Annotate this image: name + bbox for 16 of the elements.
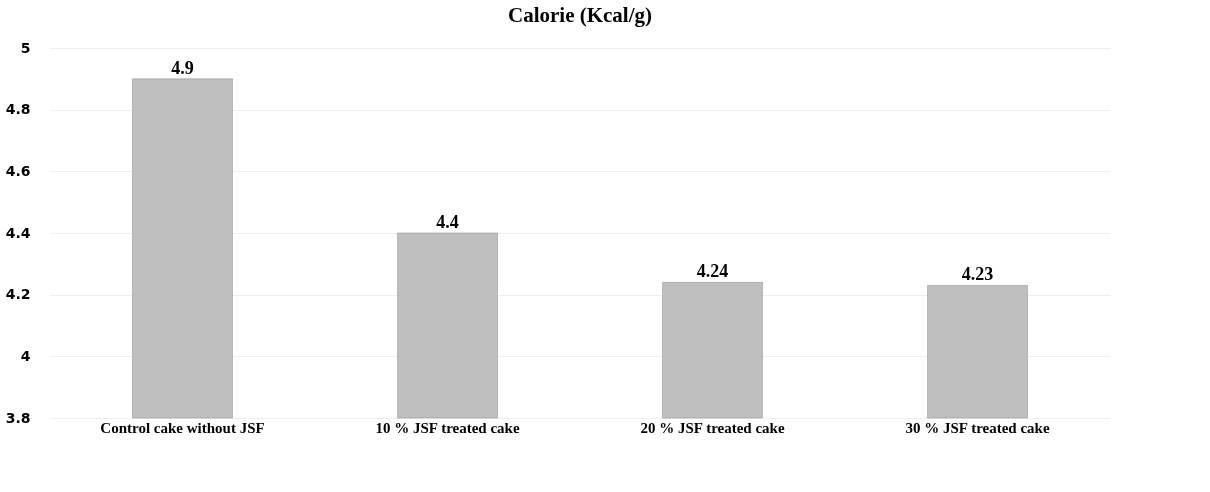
y-tick-label: 4 (20, 347, 31, 364)
y-tick-label: 4.8 (5, 101, 31, 118)
x-tick-label: 10 % JSF treated cake (375, 419, 520, 436)
y-tick-label: 4.4 (5, 224, 31, 241)
data-label: 4.4 (436, 212, 459, 232)
data-label: 4.23 (961, 264, 994, 285)
y-tick-label: 5 (20, 39, 31, 56)
x-tick-label: 20 % JSF treated cake (640, 419, 785, 436)
x-tick-label: 30 % JSF treated cake (905, 419, 1050, 436)
data-label: 4.9 (171, 57, 194, 78)
data-label: 4.24 (696, 261, 729, 282)
x-tick-label: Control cake without JSF (100, 419, 265, 436)
chart-title: Calorie (Kcal/g) (507, 3, 653, 27)
y-tick-label: 4.6 (5, 162, 31, 179)
y-tick-label: 4.2 (5, 286, 31, 303)
y-tick-label: 3.8 (5, 409, 31, 426)
